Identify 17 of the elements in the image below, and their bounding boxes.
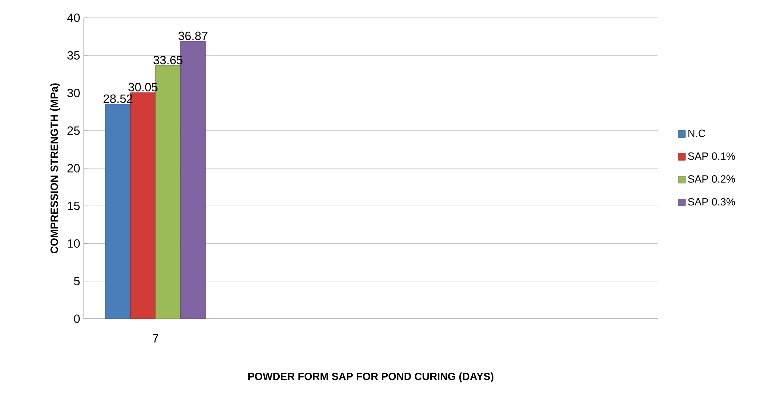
y-tick-label: 30	[68, 89, 80, 98]
legend-label: N.C	[688, 130, 706, 138]
data-label: 36.87	[178, 32, 208, 40]
y-axis-title: COMPRESSION STRENGTH (MPa)	[50, 84, 60, 254]
y-tick-label: 5	[74, 277, 80, 286]
y-tick-label: 15	[68, 202, 80, 210]
y-tick-label: 25	[68, 126, 80, 136]
y-tick-label: 20	[68, 164, 80, 173]
y-tick-label: 40	[67, 14, 80, 22]
legend-label: SAP 0.2%	[688, 176, 736, 183]
x-tick-label: 7	[153, 334, 158, 343]
x-axis-title: POWDER FORM SAP FOR POND CURING (DAYS)	[248, 372, 494, 382]
legend-label: SAP 0.1%	[688, 152, 736, 160]
y-tick-label: 0	[74, 314, 80, 324]
y-tick-label: 10	[68, 240, 80, 248]
y-tick-label: 35	[68, 51, 80, 60]
legend-label: SAP 0.3%	[688, 198, 736, 206]
